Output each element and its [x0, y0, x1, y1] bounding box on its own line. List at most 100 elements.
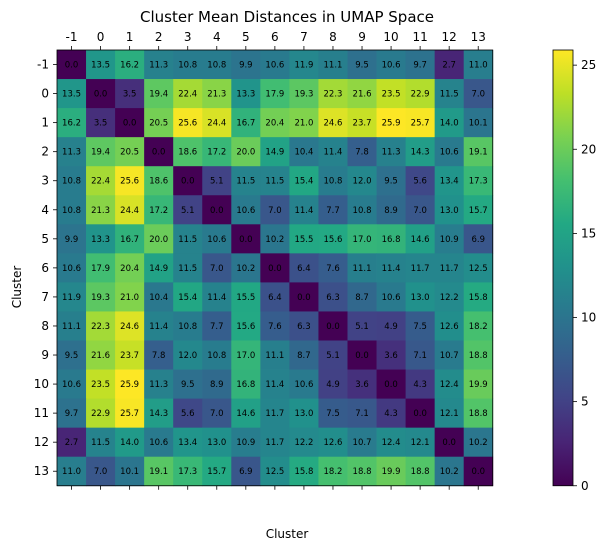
- cell-value-label: 16.7: [120, 235, 139, 245]
- heatmap-cell: [144, 427, 174, 458]
- heatmap-cell: [144, 79, 174, 109]
- cell-value-label: 6.9: [239, 467, 253, 477]
- heatmap-cell: [260, 224, 290, 254]
- cell-value-label: 22.9: [411, 90, 430, 100]
- cell-value-label: 23.5: [382, 90, 401, 100]
- heatmap-cell: [202, 456, 232, 487]
- cell-value-label: 15.5: [294, 235, 313, 245]
- heatmap-cell: [376, 282, 406, 312]
- cell-value-label: 22.4: [178, 90, 197, 100]
- heatmap-cell: [144, 50, 174, 80]
- cell-value-label: 12.6: [324, 438, 343, 448]
- cell-value-label: 19.4: [149, 90, 168, 100]
- heatmap-cell: [144, 253, 174, 283]
- heatmap-cell: [144, 369, 174, 399]
- heatmap-cell: [144, 224, 174, 254]
- cell-value-label: 0.0: [355, 351, 369, 361]
- cell-value-label: 6.3: [297, 322, 311, 332]
- heatmap-cell: [260, 282, 290, 312]
- cell-value-label: 20.0: [149, 235, 168, 245]
- x-tick-label: 5: [242, 30, 250, 44]
- cell-value-label: 0.0: [210, 206, 224, 216]
- cell-value-label: 11.3: [382, 148, 401, 158]
- x-tick-label: 12: [442, 30, 457, 44]
- heatmap-cell: [434, 195, 465, 225]
- heatmap-cell: [231, 311, 261, 341]
- cell-value-label: 7.5: [326, 409, 340, 419]
- heatmap-cell: [376, 398, 406, 429]
- x-tick-label: 2: [155, 30, 163, 44]
- x-tick-label: 3: [184, 30, 192, 44]
- cell-value-label: 7.7: [210, 322, 224, 332]
- cell-value-label: 13.0: [294, 409, 313, 419]
- cell-value-label: 11.9: [62, 293, 81, 303]
- cell-value-label: 11.4: [324, 148, 343, 158]
- heatmap-cell: [231, 137, 261, 167]
- heatmap-cell: [231, 79, 261, 109]
- heatmap-cell: [231, 427, 261, 458]
- heatmap-cell: [144, 340, 174, 370]
- cell-value-label: 7.6: [268, 322, 282, 332]
- heatmap-cell: [115, 369, 145, 399]
- cell-value-label: 6.4: [297, 264, 311, 274]
- x-axis-top-ticks: -1 0 1 2 3 4 5 6 7 8 9 10 11 12 13: [66, 30, 486, 50]
- cell-value-label: 25.7: [411, 119, 430, 129]
- heatmap-cell: [173, 427, 203, 458]
- heatmap-cell: [202, 224, 232, 254]
- cell-value-label: 10.2: [236, 264, 255, 274]
- heatmap-cell: [289, 50, 319, 80]
- y-tick-label: 13: [34, 464, 49, 478]
- heatmap-cell: [173, 456, 203, 487]
- heatmap-cell: [57, 224, 87, 254]
- heatmap-cell: [57, 427, 87, 458]
- heatmap-cell: [260, 108, 290, 138]
- heatmap-cell: [57, 195, 87, 225]
- cell-value-label: 24.6: [120, 322, 139, 332]
- cell-value-label: 19.3: [91, 293, 110, 303]
- heatmap-cell: [231, 166, 261, 196]
- cell-value-label: 14.0: [120, 438, 139, 448]
- heatmap-cell: [318, 166, 348, 196]
- heatmap-cell: [86, 195, 116, 225]
- heatmap-cell: [318, 282, 348, 312]
- cell-value-label: 15.8: [469, 293, 488, 303]
- heatmap-cell: [318, 224, 348, 254]
- x-tick-label: 8: [329, 30, 337, 44]
- heatmap-cell: [289, 108, 319, 138]
- cell-value-label: 10.6: [265, 61, 284, 71]
- heatmap-cell: [347, 282, 377, 312]
- heatmap-cell: [434, 311, 465, 341]
- cell-value-label: 6.9: [471, 235, 485, 245]
- cell-value-label: 21.3: [207, 90, 226, 100]
- cell-value-label: 16.2: [120, 61, 139, 71]
- cell-value-label: 10.6: [382, 61, 401, 71]
- heatmap-cell: [144, 108, 174, 138]
- heatmap-cell: [231, 50, 261, 80]
- cell-value-label: 9.7: [413, 61, 427, 71]
- cell-value-label: 12.6: [440, 322, 459, 332]
- heatmap-cell: [405, 224, 436, 254]
- cell-value-label: 7.8: [152, 351, 166, 361]
- heatmap-cell: [115, 398, 145, 429]
- cell-value-label: 5.6: [181, 409, 195, 419]
- heatmap-cell: [202, 369, 232, 399]
- heatmap-cell: [57, 79, 87, 109]
- colorbar-tick-label: 10: [581, 311, 596, 325]
- heatmap-cell: [173, 50, 203, 80]
- cell-value-label: 11.0: [62, 467, 81, 477]
- heatmap-cell: [347, 137, 377, 167]
- cell-value-label: 17.2: [149, 206, 168, 216]
- heatmap-cell: [289, 398, 319, 429]
- cell-value-label: 10.6: [207, 235, 226, 245]
- cell-value-label: 8.9: [384, 206, 398, 216]
- cell-value-label: 25.6: [178, 119, 197, 129]
- heatmap-cell: [376, 224, 406, 254]
- y-tick-label: 6: [41, 261, 49, 275]
- heatmap-cell: [173, 253, 203, 283]
- heatmap-cell: [376, 369, 406, 399]
- heatmap-cell: [86, 340, 116, 370]
- heatmap-cell: [231, 456, 261, 487]
- x-axis-bottom-ticks: [71, 485, 479, 490]
- heatmap-cell: [86, 282, 116, 312]
- heatmap-cell: [318, 456, 348, 487]
